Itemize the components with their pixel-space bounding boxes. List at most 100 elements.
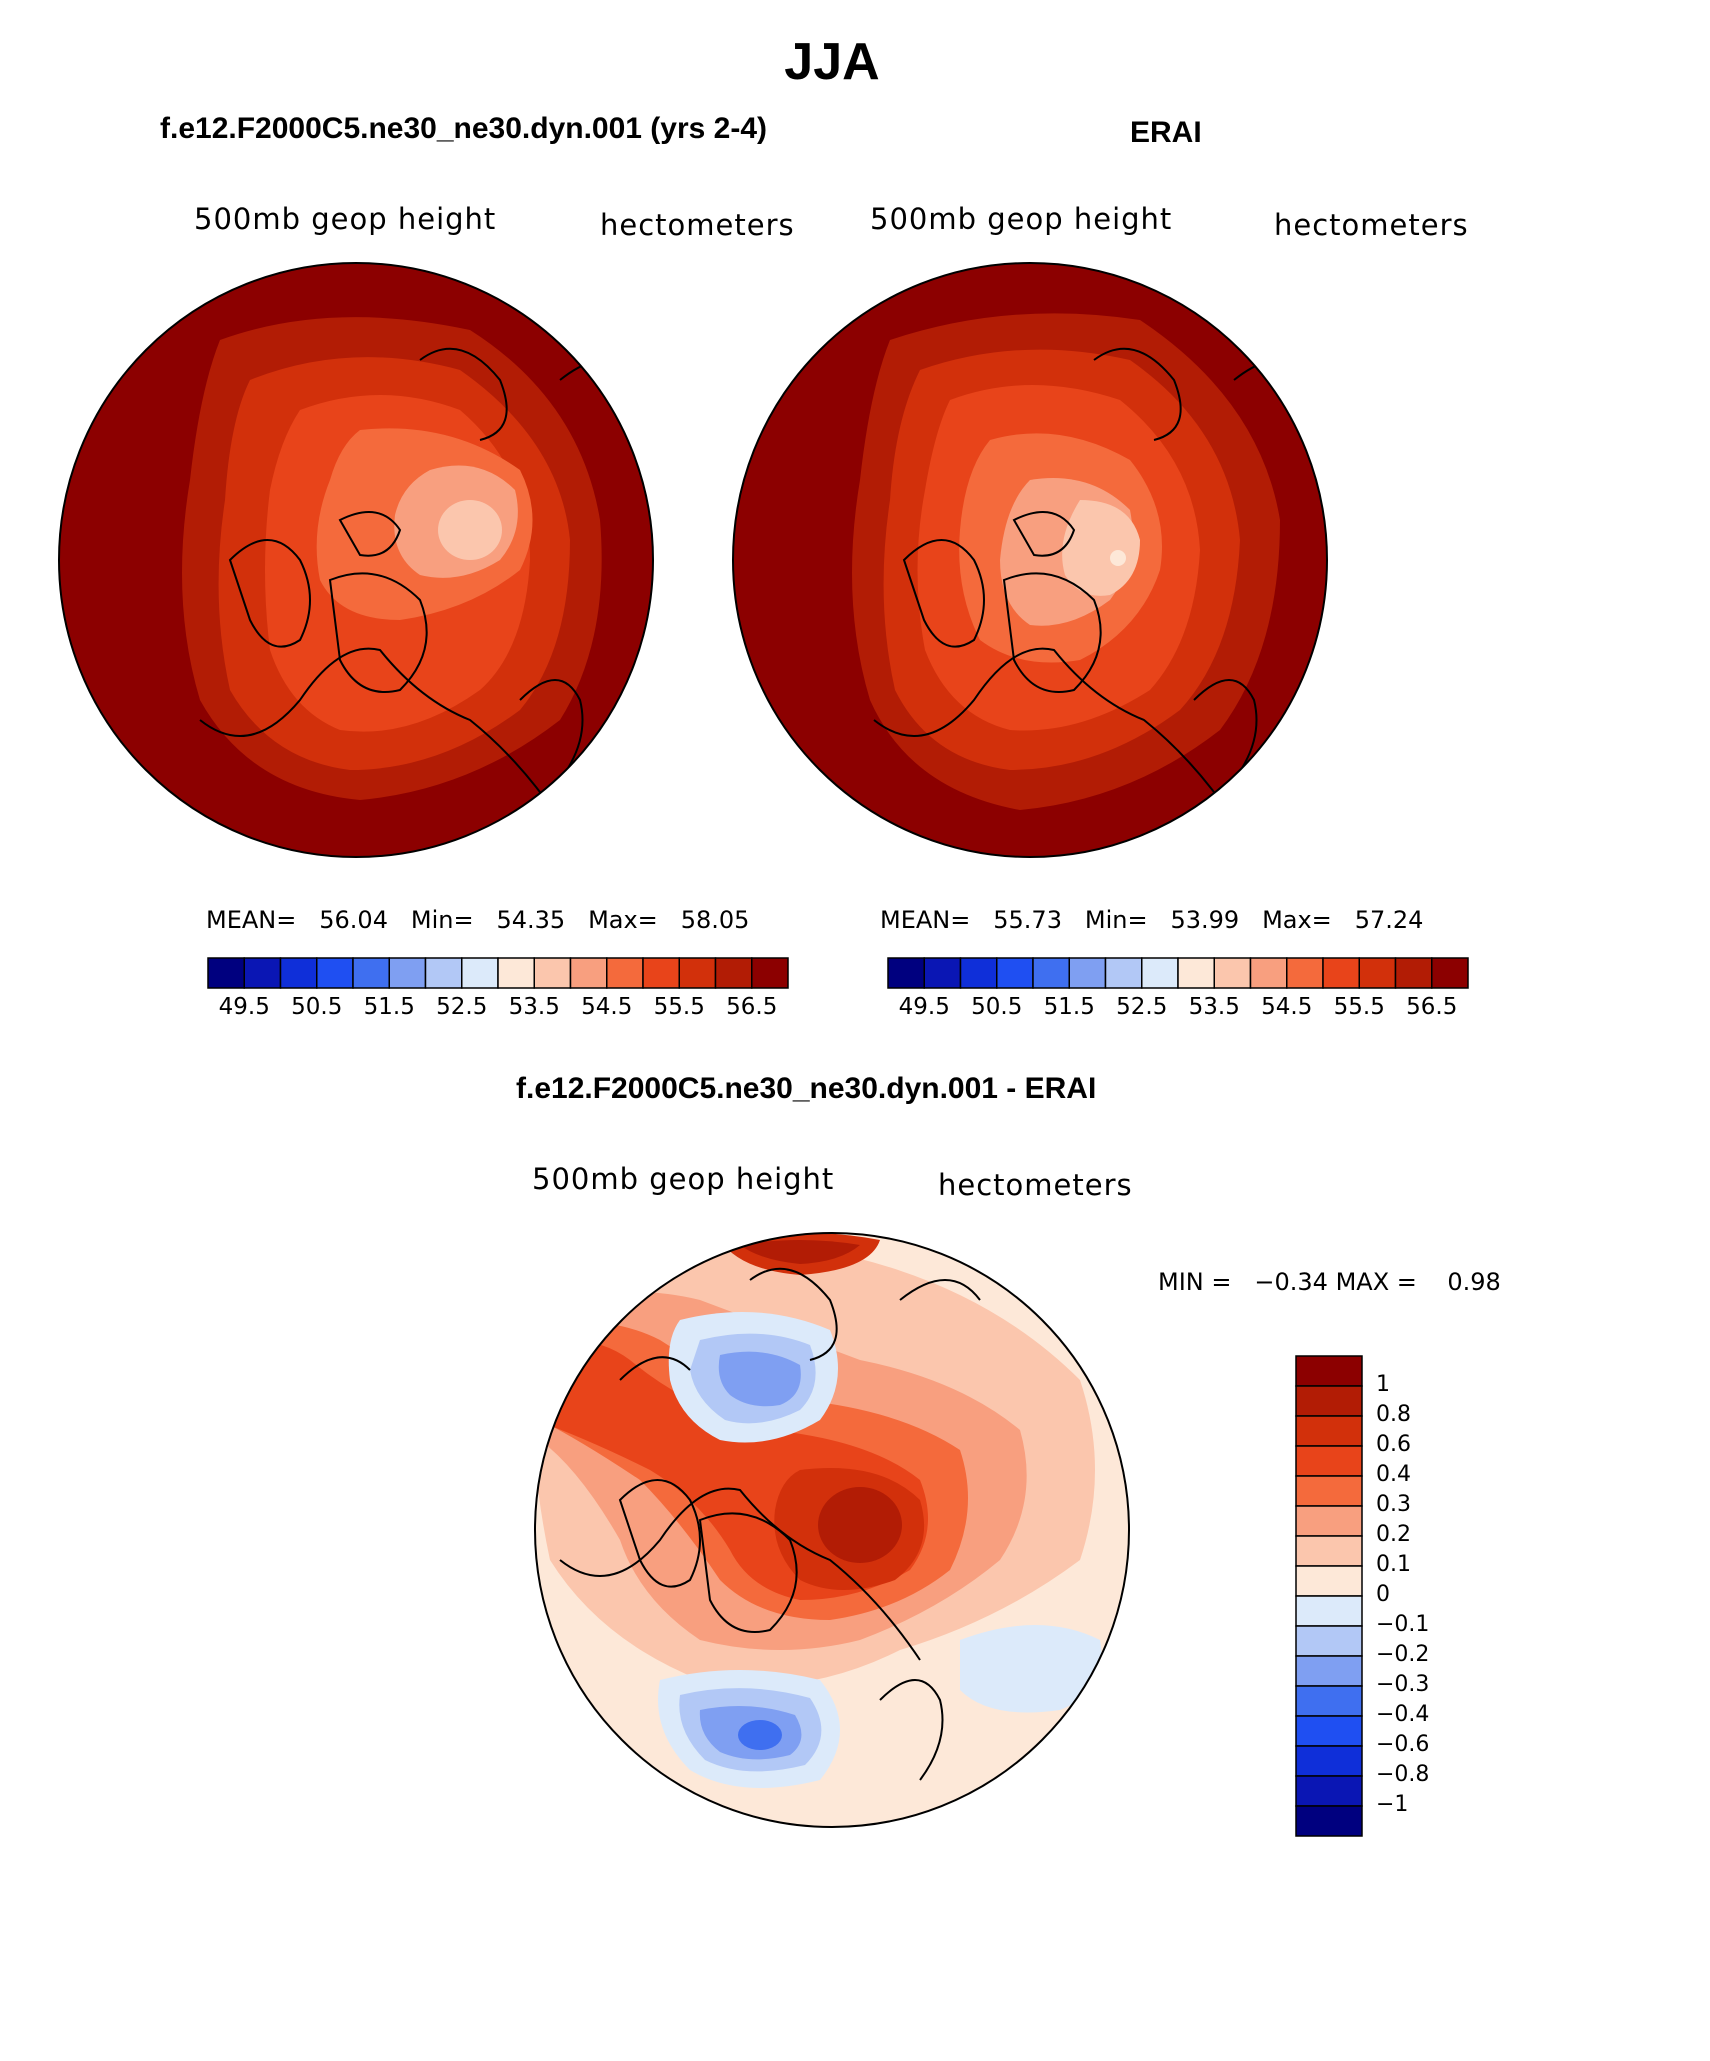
units-label-model: hectometers — [600, 208, 795, 242]
max-value: 0.98 — [1447, 1268, 1501, 1296]
colorbar-swatch — [1295, 1415, 1363, 1447]
panel-title-diff: f.e12.F2000C5.ne30_ne30.dyn.001 - ERAI — [516, 1072, 1097, 1105]
colorbar-swatch — [1295, 1595, 1363, 1627]
colorbar-tick-label: 54.5 — [581, 994, 633, 1020]
colorbar-swatch — [1295, 1475, 1363, 1507]
colorbar-tick-label: 51.5 — [1043, 994, 1095, 1020]
colorbar-swatch — [497, 957, 535, 989]
map-obs — [733, 263, 1327, 857]
colorbar-swatch — [642, 957, 680, 989]
colorbar-tick-label: 0.2 — [1376, 1522, 1411, 1547]
min-label: Min= — [1084, 906, 1148, 934]
stats-obs: MEAN= 55.73 Min= 53.99 Max= 57.24 — [880, 906, 1423, 934]
colorbar-swatch — [1295, 1625, 1363, 1657]
colorbar-swatch — [606, 957, 644, 989]
colorbar-swatch — [1295, 1535, 1363, 1567]
colorbar-swatch — [1104, 957, 1143, 989]
map-border-diff — [534, 1232, 1130, 1828]
units-label-diff: hectometers — [938, 1168, 1133, 1202]
colorbar-swatch — [1295, 1505, 1363, 1537]
min-value: 53.99 — [1170, 906, 1240, 934]
colorbar-swatch — [461, 957, 499, 989]
colorbar-tick-label: 50.5 — [291, 994, 343, 1020]
colorbar-swatch — [569, 957, 608, 989]
colorbar-tick-label: −1 — [1376, 1792, 1409, 1817]
colorbar-swatch — [1295, 1775, 1363, 1807]
colorbar-swatch — [678, 957, 717, 989]
colorbar-tick-label: −0.4 — [1376, 1702, 1430, 1727]
colorbar-swatch — [1295, 1715, 1363, 1747]
colorbar-tick-label: 53.5 — [1188, 994, 1240, 1020]
coastlines-diff — [559, 1267, 981, 1781]
mean-label: MEAN= — [880, 906, 971, 934]
colorbar-tick-label: 54.5 — [1261, 994, 1313, 1020]
colorbar-swatch — [1249, 957, 1288, 989]
colorbar-swatch — [923, 957, 962, 989]
panel-title-obs: ERAI — [1130, 116, 1202, 149]
colorbar-swatch — [714, 957, 753, 989]
colorbar-tick-label: −0.2 — [1376, 1642, 1430, 1667]
stats-model: MEAN= 56.04 Min= 54.35 Max= 58.05 — [206, 906, 749, 934]
colorbar-tick-label: 49.5 — [218, 994, 270, 1020]
mean-label: MEAN= — [206, 906, 297, 934]
min-value: −0.34 — [1254, 1268, 1328, 1296]
coastlines-obs — [873, 347, 1315, 821]
colorbar-swatch — [1295, 1445, 1363, 1477]
colorbar-swatch — [887, 957, 925, 989]
colorbar-swatch — [1295, 1685, 1363, 1717]
colorbar-tick-label: 55.5 — [1333, 994, 1385, 1020]
colorbar-swatch — [1295, 1355, 1363, 1387]
colorbar-swatch — [996, 957, 1034, 989]
colorbar-swatch — [1322, 957, 1360, 989]
min-label: Min= — [410, 906, 474, 934]
colorbar-tick-label: −0.1 — [1376, 1612, 1430, 1637]
colorbar-swatch — [207, 957, 245, 989]
colorbar-swatch — [1431, 957, 1469, 989]
colorbar-tick-label: 49.5 — [898, 994, 950, 1020]
colorbar-diff — [1295, 1355, 1363, 1837]
colorbar-swatch — [388, 957, 427, 989]
colorbar-tick-label: 0.3 — [1376, 1492, 1411, 1517]
map-border-obs — [732, 262, 1328, 858]
colorbar-model — [207, 957, 789, 989]
max-value: 57.24 — [1354, 906, 1424, 934]
colorbar-swatch — [533, 957, 572, 989]
colorbar-swatch — [1032, 957, 1070, 989]
colorbar-tick-label: 0.1 — [1376, 1552, 1411, 1577]
minmax-diff: MIN = −0.34 MAX = 0.98 — [1158, 1268, 1501, 1296]
colorbar-swatch — [1295, 1565, 1363, 1597]
min-value: 54.35 — [496, 906, 566, 934]
variable-label-model: 500mb geop height — [194, 202, 497, 236]
colorbar-tick-label: 1 — [1376, 1372, 1390, 1397]
colorbar-swatch — [1177, 957, 1215, 989]
max-label: Max= — [588, 906, 658, 934]
mean-value: 56.04 — [319, 906, 388, 934]
panel-title-model: f.e12.F2000C5.ne30_ne30.dyn.001 (yrs 2-4… — [160, 112, 768, 145]
colorbar-tick-label: −0.6 — [1376, 1732, 1430, 1757]
mean-value: 55.73 — [993, 906, 1062, 934]
colorbar-tick-label: 0.6 — [1376, 1432, 1411, 1457]
units-label-obs: hectometers — [1274, 208, 1469, 242]
map-model — [59, 263, 653, 857]
map-border-model — [58, 262, 654, 858]
colorbar-swatch — [352, 957, 390, 989]
colorbar-swatch — [1295, 1805, 1363, 1837]
colorbar-swatch — [1394, 957, 1433, 989]
variable-label-diff: 500mb geop height — [532, 1162, 835, 1196]
colorbar-tick-label: 56.5 — [726, 994, 778, 1020]
colorbar-tick-label: 52.5 — [436, 994, 488, 1020]
colorbar-swatch — [1068, 957, 1107, 989]
colorbar-swatch — [1295, 1385, 1363, 1417]
map-diff — [535, 1233, 1129, 1827]
colorbar-tick-label: 52.5 — [1116, 994, 1168, 1020]
colorbar-tick-label: 55.5 — [653, 994, 705, 1020]
max-label: Max= — [1262, 906, 1332, 934]
colorbar-tick-label: 0 — [1376, 1582, 1390, 1607]
colorbar-swatch — [1141, 957, 1179, 989]
colorbar-swatch — [279, 957, 318, 989]
colorbar-swatch — [1295, 1655, 1363, 1687]
colorbar-tick-label: 53.5 — [508, 994, 560, 1020]
colorbar-swatch — [1295, 1745, 1363, 1777]
colorbar-swatch — [243, 957, 282, 989]
colorbar-swatch — [424, 957, 463, 989]
